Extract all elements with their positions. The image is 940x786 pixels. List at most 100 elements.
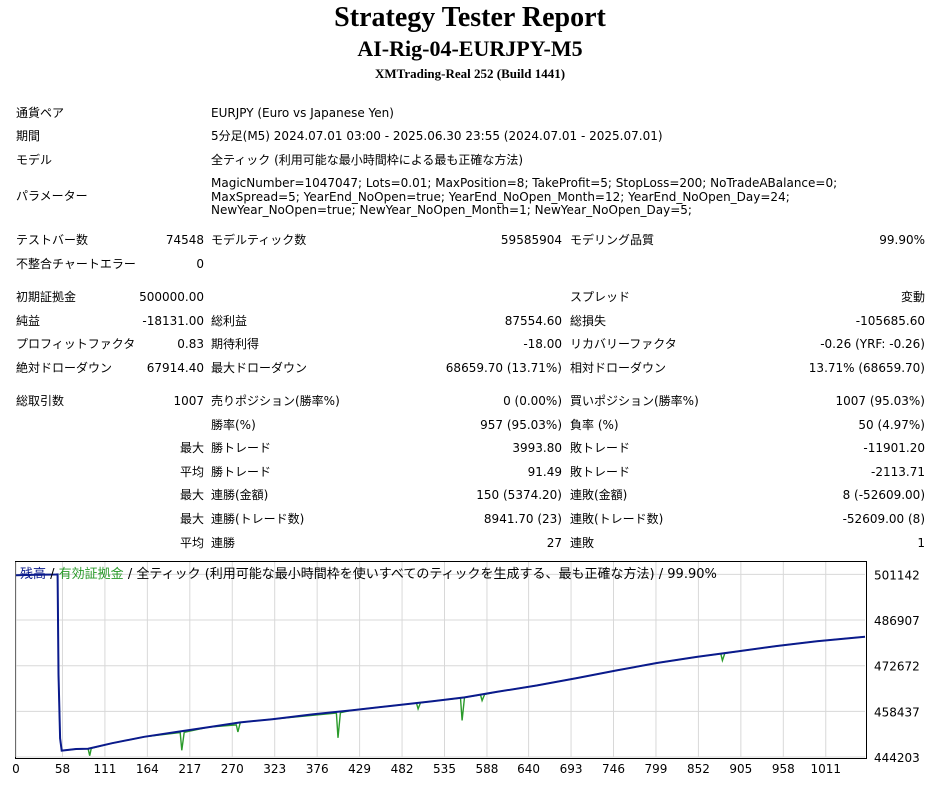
x-tick-label: 111 (93, 762, 116, 776)
gross-loss-label: 総損失 (570, 314, 607, 328)
rel-dd-value: 13.71% (68659.70) (808, 361, 925, 375)
x-tick-label: 270 (221, 762, 244, 776)
x-tick-label: 693 (560, 762, 583, 776)
symbol-value: EURJPY (Euro vs Japanese Yen) (211, 106, 394, 120)
largest-loss-label: 敗トレード (570, 441, 631, 455)
deposit-label: 初期証拠金 (16, 290, 77, 304)
period-value: 5分足(M5) 2024.07.01 03:00 - 2025.06.30 23… (211, 129, 663, 143)
x-tick-label: 58 (55, 762, 70, 776)
gross-profit-value: 87554.60 (504, 314, 562, 328)
x-tick-label: 0 (12, 762, 20, 776)
expected-label: 期待利得 (211, 337, 260, 351)
legend-equity: 有効証拠金 (58, 567, 124, 582)
x-tick-label: 958 (772, 762, 795, 776)
trades-value: 1007 (173, 394, 204, 408)
max-dd-value: 68659.70 (13.71%) (445, 361, 562, 375)
largest-prefix: 最大 (179, 441, 204, 455)
avg-consec-loss-label: 連敗 (570, 536, 595, 550)
max-consec-win-label: 連勝(金額) (211, 488, 269, 502)
y-tick-label: 501142 (874, 568, 920, 582)
x-tick-label: 217 (178, 762, 201, 776)
avg-consec-win-label: 連勝 (211, 536, 236, 550)
max-consec-prefix: 最大 (179, 488, 204, 502)
legend-sep: / (123, 567, 137, 582)
x-tick-label: 852 (687, 762, 710, 776)
abs-dd-label: 絶対ドローダウン (16, 361, 113, 375)
y-tick-label: 472672 (874, 660, 920, 674)
avg-loss-value: -2113.71 (871, 465, 925, 479)
quality-value: 99.90% (879, 233, 925, 247)
short-value: 0 (0.00%) (503, 394, 562, 408)
abs-dd-value: 67914.40 (146, 361, 204, 375)
params-value: MagicNumber=1047047; Lots=0.01; MaxPosit… (211, 176, 838, 217)
short-label: 売りポジション(勝率%) (211, 394, 340, 408)
mismatch-value: 0 (196, 257, 204, 271)
avg-consec-win-value: 27 (546, 536, 562, 550)
largest-win-label: 勝トレード (211, 441, 272, 455)
x-tick-label: 429 (348, 762, 371, 776)
long-label: 買いポジション(勝率%) (570, 394, 699, 408)
symbol-label: 通貨ペア (16, 106, 65, 120)
y-tick-label: 458437 (874, 705, 920, 719)
avg-loss-label: 敗トレード (570, 465, 631, 479)
x-tick-label: 482 (391, 762, 414, 776)
x-tick-label: 640 (517, 762, 540, 776)
chart-legend: 残高 / 有効証拠金 / 全ティック (利用可能な最小時間枠を使いすべてのティッ… (20, 563, 717, 582)
recovery-value: -0.26 (YRF: -0.26) (820, 337, 925, 351)
lossrate-label: 負率 (%) (570, 418, 619, 432)
avg-win-label: 勝トレード (211, 465, 272, 479)
max-consec-profit-label: 連勝(トレード数) (211, 512, 305, 526)
x-tick-label: 164 (136, 762, 159, 776)
spread-value: 変動 (900, 290, 925, 304)
legend-sep: / (46, 567, 59, 582)
ticks-value: 59585904 (500, 233, 562, 247)
max-consec-profit-value: 8941.70 (23) (483, 512, 562, 526)
max-consec-loss-value: 8 (-52609.00) (842, 488, 925, 502)
winrate-label: 勝率(%) (211, 418, 256, 432)
net-value: -18131.00 (142, 314, 204, 328)
net-label: 純益 (16, 314, 41, 328)
gross-profit-label: 総利益 (211, 314, 248, 328)
params-label: パラメーター (16, 189, 88, 203)
x-tick-label: 1011 (810, 762, 841, 776)
largest-win-value: 3993.80 (512, 441, 562, 455)
average-prefix: 平均 (179, 465, 204, 479)
max-dd-label: 最大ドローダウン (211, 361, 308, 375)
max-consec-win-value: 150 (5374.20) (476, 488, 562, 502)
report-title: Strategy Tester Report (334, 2, 606, 33)
x-tick-label: 535 (433, 762, 456, 776)
x-tick-label: 376 (306, 762, 329, 776)
mismatch-label: 不整合チャートエラー (16, 257, 136, 271)
largest-loss-value: -11901.20 (863, 441, 925, 455)
x-tick-label: 323 (263, 762, 286, 776)
legend-balance: 残高 (20, 567, 47, 582)
server-build: XMTrading-Real 252 (Build 1441) (374, 66, 566, 81)
pf-value: 0.83 (177, 337, 204, 351)
model-label: モデル (16, 153, 53, 167)
max-consec-lossamt-value: -52609.00 (8) (842, 512, 925, 526)
x-tick-label: 588 (476, 762, 499, 776)
lossrate-value: 50 (4.97%) (858, 418, 925, 432)
avg-consec-prefix: 平均 (179, 536, 204, 550)
deposit-value: 500000.00 (139, 290, 204, 304)
winrate-value: 957 (95.03%) (480, 418, 562, 432)
model-value: 全ティック (利用可能な最小時間枠による最も正確な方法) (211, 153, 524, 167)
long-value: 1007 (95.03%) (835, 394, 925, 408)
x-tick-label: 799 (645, 762, 668, 776)
y-tick-label: 444203 (874, 751, 920, 765)
rel-dd-label: 相対ドローダウン (570, 361, 667, 375)
expected-value: -18.00 (523, 337, 562, 351)
max-consec-lossamt-label: 連敗(トレード数) (570, 512, 664, 526)
x-tick-label: 746 (602, 762, 625, 776)
period-label: 期間 (16, 129, 41, 143)
spread-label: スプレッド (570, 290, 631, 304)
balance-line (15, 573, 866, 752)
equity-line (15, 573, 866, 756)
ticks-label: モデルティック数 (211, 233, 307, 247)
max-consec-loss-label: 連敗(金額) (570, 488, 628, 502)
avg-consec-loss-value: 1 (917, 536, 925, 550)
pf-label: プロフィットファクタ (16, 337, 136, 351)
report-subtitle: AI-Rig-04-EURJPY-M5 (357, 36, 583, 61)
bars-value: 74548 (165, 233, 204, 247)
